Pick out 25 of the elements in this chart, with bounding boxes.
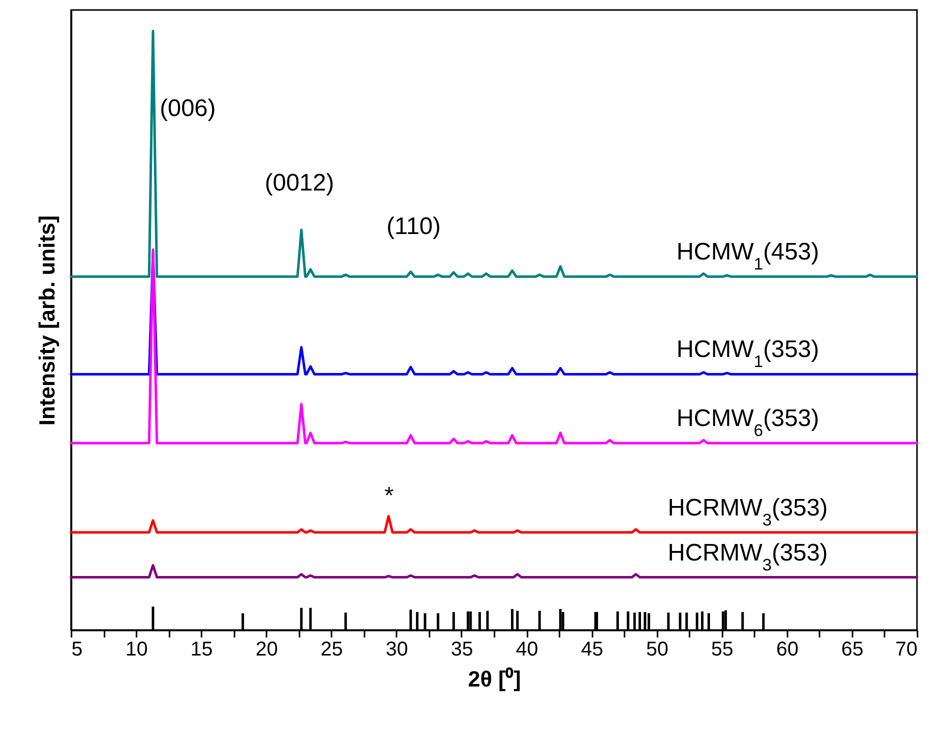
- x-tick-label: 45: [580, 638, 604, 660]
- annotation: (006): [160, 95, 216, 122]
- x-tick-label: 10: [125, 638, 148, 660]
- series-label: HCMW$_{6}$(353): [676, 405, 820, 440]
- x-axis-title: 2θ [⁰]: [468, 666, 521, 692]
- x-tick-label: 20: [256, 638, 278, 660]
- x-tick-label: 70: [895, 638, 918, 660]
- x-tick-label: 40: [516, 638, 538, 660]
- series-label: HCMW$_{1}$(453): [676, 238, 820, 274]
- x-tick-label: 65: [841, 638, 864, 660]
- x-tick-label: 25: [320, 638, 343, 660]
- x-tick-label: 30: [386, 638, 408, 660]
- annotation: (110): [386, 213, 441, 240]
- x-tick-label: 55: [711, 638, 734, 660]
- x-tick-label: 15: [190, 638, 213, 660]
- x-tick-label: 35: [450, 638, 474, 660]
- x-tick-label: 60: [776, 638, 798, 660]
- annotation: (0012): [264, 170, 334, 197]
- x-tick-label: 5: [72, 638, 83, 660]
- series-label: HCMW$_{1}$(353): [676, 336, 820, 371]
- x-tick-label: 50: [646, 638, 668, 660]
- series-label: HCRMW$_{3}$(353): [668, 539, 828, 574]
- y-axis-title: Intensity [arb. units]: [34, 215, 60, 426]
- series-label: HCRMW$_{3}$(353): [668, 494, 828, 529]
- annotation: *: [384, 482, 394, 510]
